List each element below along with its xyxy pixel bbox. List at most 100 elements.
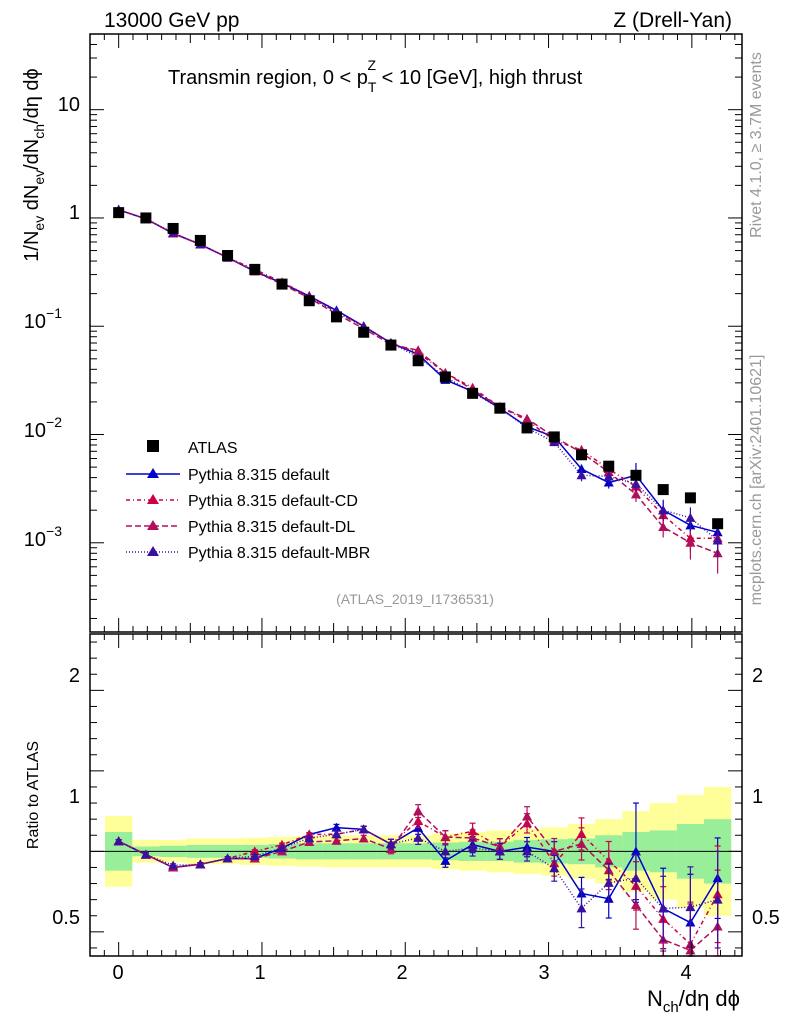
ratio-point-mbr [277, 843, 288, 853]
ratio-point-mbr [331, 829, 342, 839]
ratio-line-mbr [118, 828, 718, 910]
ratio-point-default [440, 855, 451, 865]
legend: ATLAS Pythia 8.315 default Pythia 8.315 … [126, 440, 370, 562]
ratio-point-mbr [576, 903, 587, 913]
ratio-ytick-1-right: 1 [752, 786, 763, 808]
axes-frames [89, 33, 743, 957]
ratio-ytick-2-left: 2 [69, 665, 80, 687]
rivet-label: Rivet 4.1.0, ≥ 3.7M events [748, 52, 765, 238]
xtick-3: 3 [538, 962, 549, 984]
atlas-data-point [603, 460, 615, 472]
ratio-point-mbr [522, 846, 533, 856]
ratio-plot-series [113, 802, 723, 957]
title-prefix: Transmin region, 0 < p [168, 67, 368, 89]
atlas-data-point [222, 250, 234, 262]
ylabel-sub-1: ev [31, 216, 47, 231]
legend-default-marker [147, 468, 159, 478]
legend-dl-label: Pythia 8.315 default-DL [188, 519, 355, 536]
legend-mbr-label: Pythia 8.315 default-MBR [188, 545, 370, 562]
ratio-point-mbr [494, 846, 505, 856]
ratio-point-mbr [140, 849, 151, 859]
ratio-point-default [630, 846, 641, 856]
legend-cd-marker [147, 494, 159, 504]
xlabel-rest: /dη dϕ [679, 986, 740, 1011]
ytick-1e-1-base: 10 [24, 311, 46, 333]
atlas-data-point [249, 263, 261, 275]
atlas-data-point [358, 326, 370, 338]
ratio-point-mbr [630, 873, 641, 883]
main-y-label: 1/Nev dNev/dNch/dη dϕ [21, 68, 47, 261]
ratio-point-mbr [549, 863, 560, 873]
ratio-point-mbr [712, 894, 723, 904]
ylabel-part-3: /dN [21, 139, 43, 170]
panel-title: Transmin region, 0 < pTZ < 10 [GeV], hig… [168, 57, 583, 95]
series-point-dl [522, 413, 533, 423]
ratio-point-mbr [222, 853, 233, 863]
legend-mbr-marker [147, 546, 159, 556]
series-point-mbr [630, 478, 641, 488]
ylabel-part-2: dN [21, 185, 43, 216]
ratio-point-mbr [603, 877, 614, 887]
legend-dl-marker [147, 520, 159, 530]
series-line-cd [118, 209, 718, 540]
legend-default-label: Pythia 8.315 default [188, 467, 330, 484]
x-axis-label: Nch/dη dϕ [647, 986, 740, 1016]
series-point-dl [658, 521, 669, 531]
ratio-ytick-05-left: 0.5 [52, 907, 80, 929]
ytick-1e-1: 10−1 [24, 305, 62, 333]
ytick-1e-2: 10−2 [24, 414, 62, 442]
ratio-point-dl [440, 832, 451, 842]
ylabel-sub-3: ch [31, 124, 47, 139]
series-point-mbr [712, 535, 723, 545]
ratio-uncertainty-bands [90, 786, 742, 916]
source-label: mcplots.cern.ch [arXiv:2401.10621] [748, 355, 765, 606]
atlas-data-point [303, 295, 315, 307]
ytick-1e-3: 10−3 [24, 523, 62, 551]
ratio-ytick-05-right: 0.5 [752, 907, 780, 929]
ratio-point-dl [358, 833, 369, 843]
atlas-data-point [576, 449, 588, 461]
legend-cd-label: Pythia 8.315 default-CD [188, 493, 358, 510]
atlas-data-point [385, 339, 397, 351]
atlas-data-point [467, 387, 479, 399]
xlabel-sub: ch [663, 999, 679, 1016]
xtick-4: 4 [680, 962, 691, 984]
series-point-default [576, 464, 587, 474]
ratio-point-mbr [440, 846, 451, 856]
atlas-data-point [167, 222, 179, 234]
ratio-point-mbr [385, 839, 396, 849]
atlas-data-point [684, 492, 696, 504]
ratio-point-mbr [358, 824, 369, 834]
atlas-data-point [521, 422, 533, 434]
ratio-point-mbr [113, 836, 124, 846]
ratio-point-dl [630, 900, 641, 910]
series-point-mbr [576, 470, 587, 480]
xtick-2: 2 [396, 962, 407, 984]
atlas-data-point [548, 431, 560, 443]
xlabel-main: N [647, 986, 663, 1011]
ylabel-part-1: 1/N [21, 231, 43, 262]
atlas-data-point [494, 402, 506, 414]
atlas-data-point [113, 207, 125, 219]
title-sub: T [368, 79, 377, 95]
ylabel-part-4: /dη dϕ [21, 68, 43, 124]
atlas-data-point [412, 355, 424, 367]
atlas-data-point [439, 371, 451, 383]
ratio-point-default [331, 822, 342, 832]
analysis-label: (ATLAS_2019_I1736531) [336, 591, 494, 607]
ratio-point-dl [685, 945, 696, 955]
xtick-0: 0 [112, 962, 123, 984]
ytick-1e-3-exp: −3 [46, 523, 62, 539]
ytick-10: 10 [58, 94, 80, 116]
series-point-dl [685, 537, 696, 547]
series-point-dl [413, 345, 424, 355]
ratio-point-cd [249, 846, 260, 856]
series-point-mbr [603, 471, 614, 481]
ytick-1e-1-exp: −1 [46, 305, 62, 321]
legend-atlas-marker [147, 440, 159, 452]
series-point-mbr [685, 512, 696, 522]
ratio-point-mbr [168, 860, 179, 870]
ratio-ytick-2-right: 2 [752, 665, 763, 687]
ratio-ytick-1-left: 1 [69, 786, 80, 808]
